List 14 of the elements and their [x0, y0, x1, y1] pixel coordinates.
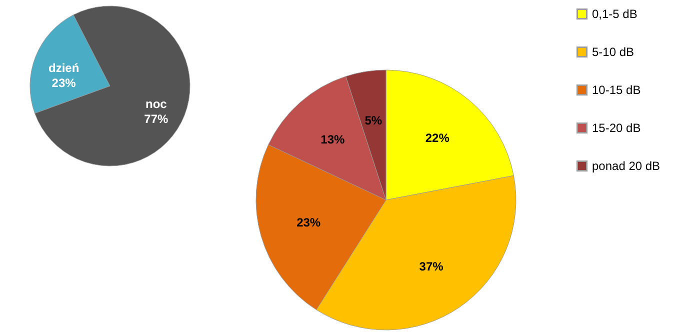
data-label: 5%	[364, 113, 382, 128]
legend-label: ponad 20 dB	[592, 159, 660, 173]
data-label: 23%	[52, 76, 76, 90]
slice-label: noc	[146, 97, 168, 112]
legend-label: 0,1-5 dB	[592, 7, 638, 21]
data-label: 37%	[419, 260, 444, 274]
data-label: 23%	[296, 215, 321, 230]
data-label: 22%	[425, 130, 450, 145]
legend-label: 15-20 dB	[592, 121, 641, 135]
data-label: 13%	[320, 132, 346, 147]
slice-label: dzień	[48, 60, 80, 75]
legend-label: 10-15 dB	[592, 83, 641, 97]
data-label: 77%	[144, 112, 169, 126]
legend-label: 5-10 dB	[592, 45, 634, 59]
